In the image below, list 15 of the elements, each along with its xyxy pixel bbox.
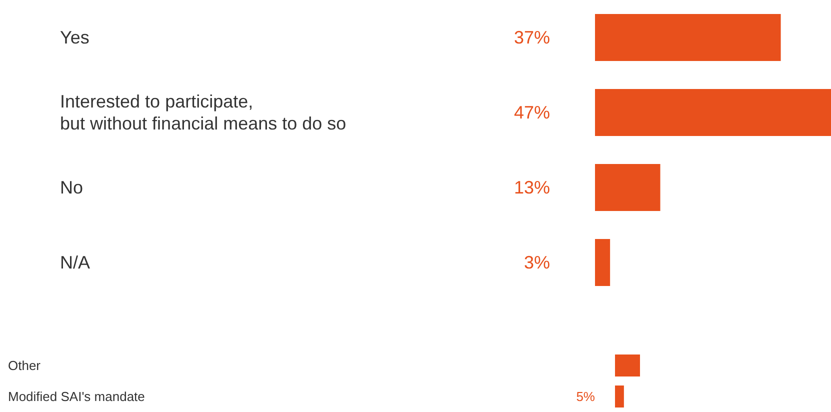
bar bbox=[595, 89, 831, 136]
data-label: 5% bbox=[576, 389, 596, 404]
bar bbox=[595, 164, 660, 211]
data-label: 47% bbox=[514, 102, 550, 122]
y-tick-label: N/A bbox=[60, 252, 90, 272]
y-tick-label: Interested to participate, but without financial means to do so bbox=[60, 92, 346, 134]
y-tick-label: Other bbox=[8, 358, 42, 373]
data-label: 3% bbox=[524, 252, 550, 272]
y-tick-label: No bbox=[60, 178, 84, 198]
y-tick-label: Yes bbox=[60, 28, 90, 48]
bar bbox=[595, 239, 610, 286]
data-label: 13% bbox=[514, 178, 550, 198]
bar bbox=[595, 14, 781, 61]
data-label: 37% bbox=[514, 28, 550, 48]
y-tick-label: Modified SAI's mandate bbox=[8, 389, 145, 404]
